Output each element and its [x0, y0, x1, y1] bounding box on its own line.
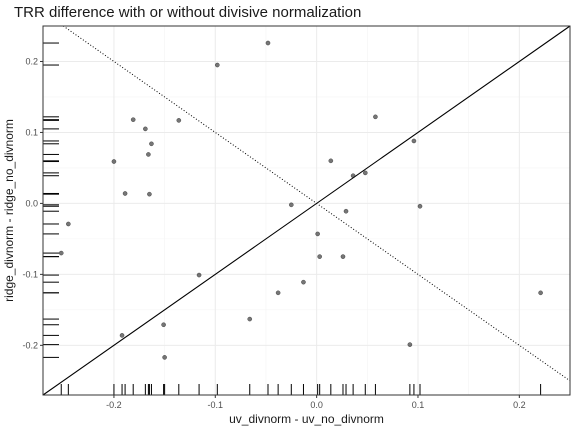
data-point: [301, 279, 306, 285]
y-tick-label: 0.0: [25, 198, 38, 208]
y-axis-title: ridge_divnorm - ridge_no_divnorm: [2, 119, 16, 302]
data-point: [340, 254, 346, 259]
data-point: [315, 231, 320, 237]
reference-line-solid: [42, 25, 571, 396]
data-point: [265, 40, 271, 46]
data-point: [362, 170, 368, 176]
x-axis: -0.2 -0.1 0.0 0.1 0.2: [106, 395, 526, 410]
data-points: [58, 40, 543, 360]
data-point: [119, 333, 125, 338]
data-point: [111, 159, 117, 164]
x-tick-label: 0.0: [310, 400, 323, 410]
data-point: [146, 152, 151, 157]
data-point: [161, 322, 166, 328]
x-axis-title: uv_divnorm - uv_no_divnorm: [229, 412, 384, 426]
chart-title: TRR difference with or without divisive …: [14, 4, 361, 21]
data-point: [407, 342, 413, 347]
panel-border: [42, 25, 571, 396]
plot-panel: [42, 25, 571, 396]
data-point: [196, 272, 202, 278]
y-axis: -0.2 -0.1 0.0 0.1 0.2: [22, 56, 43, 350]
data-point: [417, 203, 423, 209]
y-tick-label: 0.1: [25, 127, 38, 137]
data-point: [147, 191, 152, 197]
data-point: [214, 62, 220, 68]
data-point: [247, 316, 253, 322]
data-point: [58, 250, 64, 256]
data-point: [122, 191, 128, 196]
y-tick-label: 0.2: [25, 56, 38, 66]
data-point: [350, 173, 356, 179]
data-point: [143, 126, 148, 132]
reference-lines: [42, 25, 571, 396]
data-point: [538, 290, 543, 296]
reference-line-dotted: [62, 25, 571, 382]
y-tick-label: -0.1: [22, 269, 38, 279]
y-tick-label: -0.2: [22, 340, 38, 350]
data-point: [373, 114, 378, 120]
x-rug: [60, 384, 542, 395]
data-point: [411, 138, 417, 144]
x-tick-label: 0.2: [513, 400, 526, 410]
data-point: [176, 118, 182, 123]
data-point: [65, 221, 71, 227]
data-point: [317, 254, 323, 259]
x-tick-label: 0.1: [412, 400, 425, 410]
x-tick-label: -0.2: [106, 400, 122, 410]
data-point: [162, 355, 167, 360]
y-rug: [43, 42, 59, 358]
data-point: [275, 290, 281, 296]
data-point: [328, 158, 334, 164]
data-point: [130, 117, 136, 123]
data-point: [149, 141, 154, 147]
major-gridlines: [43, 26, 570, 395]
minor-gridlines: [43, 26, 570, 395]
data-point: [343, 208, 349, 214]
x-tick-label: -0.1: [208, 400, 224, 410]
data-point: [288, 202, 294, 208]
